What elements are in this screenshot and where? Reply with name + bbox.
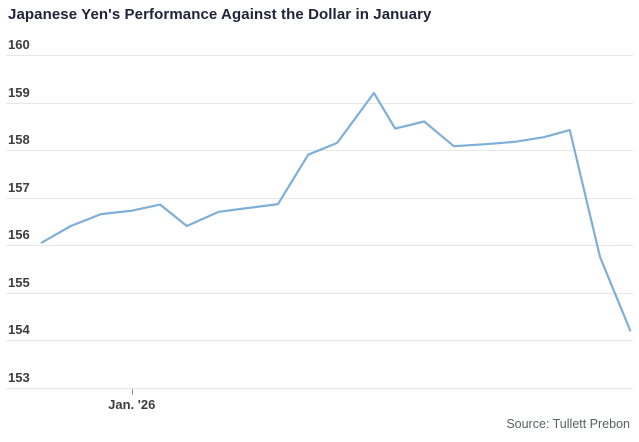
y-axis-tick-label: 160: [8, 37, 30, 52]
gridline-156: [6, 245, 633, 246]
y-axis-tick-label: 158: [8, 132, 30, 147]
gridline-155: [6, 292, 633, 294]
y-axis-tick-label: 159: [8, 84, 30, 100]
gridline-157: [6, 197, 633, 199]
x-axis-tick: [131, 388, 133, 395]
y-axis-tick-label: 154: [8, 322, 30, 337]
y-axis-tick-label: 157: [8, 179, 30, 195]
gridline-160: [6, 55, 633, 56]
x-axis-tick-label: Jan. '26: [108, 396, 156, 412]
gridline-154: [6, 340, 633, 341]
y-axis-tick-label: 155: [8, 274, 30, 290]
price-line-usd-jpy: [40, 91, 632, 332]
gridline-153: [6, 387, 633, 389]
y-axis-tick-label: 153: [8, 369, 30, 385]
gridline-159: [6, 102, 633, 104]
source-label: Source: Tullett Prebon: [506, 417, 630, 431]
chart-title: Japanese Yen's Performance Against the D…: [8, 6, 432, 23]
y-axis-tick-label: 156: [8, 227, 30, 242]
